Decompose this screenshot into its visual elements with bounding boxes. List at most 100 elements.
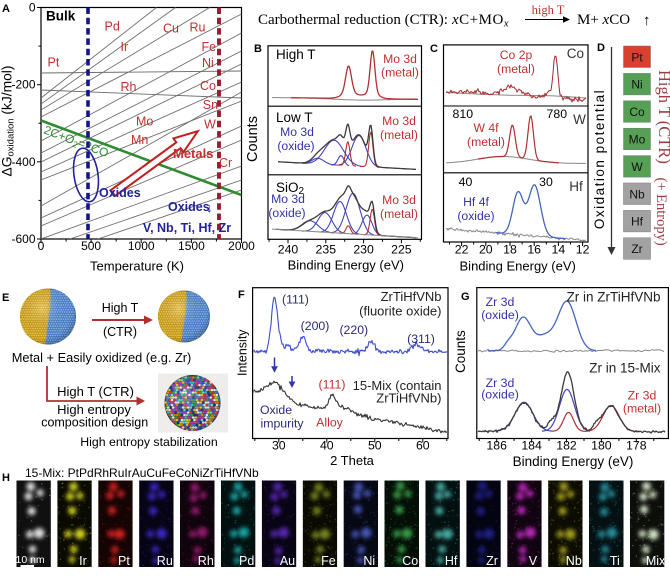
- svg-text:high T: high T: [532, 3, 565, 17]
- svg-text:182: 182: [556, 439, 577, 453]
- svg-text:Sn: Sn: [203, 98, 218, 112]
- svg-text:810: 810: [453, 107, 474, 121]
- svg-text:0: 0: [29, 1, 36, 15]
- svg-text:Mo: Mo: [136, 115, 153, 129]
- svg-text:SiO2: SiO2: [276, 180, 305, 197]
- svg-text:Pd: Pd: [239, 554, 254, 568]
- svg-text:C: C: [430, 43, 438, 55]
- svg-text:Zr 3d: Zr 3d: [628, 389, 657, 403]
- svg-text:↓: ↓: [206, 200, 213, 215]
- svg-text:Nb: Nb: [629, 187, 645, 201]
- svg-text:Binding Energy (eV): Binding Energy (eV): [460, 259, 576, 274]
- svg-text:14: 14: [552, 243, 566, 257]
- svg-text:(metal): (metal): [380, 128, 418, 142]
- svg-text:235: 235: [316, 242, 337, 256]
- svg-text:Mo 3d: Mo 3d: [383, 52, 417, 66]
- svg-text:Zr in 15-Mix: Zr in 15-Mix: [589, 361, 661, 376]
- svg-text:2 Theta: 2 Theta: [330, 453, 375, 468]
- svg-text:xC+MOx: xC+MOx: [451, 12, 509, 30]
- svg-text:Ti: Ti: [610, 554, 620, 568]
- svg-text:Co: Co: [567, 46, 584, 61]
- svg-text:V, Nb, Ti, Hf, Zr: V, Nb, Ti, Hf, Zr: [143, 221, 231, 235]
- svg-text:(metal): (metal): [623, 402, 661, 416]
- svg-text:50: 50: [368, 439, 382, 453]
- svg-text:Zr: Zr: [631, 242, 642, 256]
- svg-text:M+ xCO: M+ xCO: [577, 12, 630, 28]
- svg-text:225: 225: [391, 242, 412, 256]
- svg-text:Co: Co: [629, 105, 645, 119]
- svg-text:30: 30: [272, 439, 286, 453]
- svg-text:G: G: [461, 291, 470, 303]
- svg-text:Ni: Ni: [631, 78, 642, 92]
- svg-text:Oxide: Oxide: [260, 403, 292, 417]
- svg-text:240: 240: [278, 242, 299, 256]
- svg-text:Ir: Ir: [121, 40, 129, 54]
- svg-text:Temperature (K): Temperature (K): [90, 259, 184, 274]
- svg-text:W: W: [573, 112, 586, 127]
- svg-text:Ru: Ru: [190, 21, 206, 35]
- svg-text:500: 500: [81, 239, 101, 253]
- svg-text:Mo 3d: Mo 3d: [382, 114, 416, 128]
- svg-text:D: D: [597, 42, 605, 54]
- svg-text:B: B: [254, 43, 262, 55]
- svg-text:(metal): (metal): [380, 207, 418, 221]
- svg-text:-400: -400: [11, 155, 35, 169]
- svg-text:22: 22: [455, 243, 469, 257]
- svg-text:W: W: [204, 118, 216, 132]
- svg-text:(fluorite oxide): (fluorite oxide): [359, 304, 441, 319]
- svg-text:Hf: Hf: [631, 215, 644, 229]
- svg-text:(oxide): (oxide): [268, 206, 305, 220]
- svg-text:Ni: Ni: [363, 554, 375, 568]
- svg-text:Metals: Metals: [173, 146, 213, 161]
- svg-text:Metal + Easily oxidized (e.g.: Metal + Easily oxidized (e.g. Zr): [12, 350, 192, 365]
- svg-text:(111): (111): [282, 293, 309, 307]
- svg-text:Ir: Ir: [79, 554, 87, 568]
- svg-text:(311): (311): [407, 332, 435, 346]
- svg-text:High T: High T: [102, 301, 139, 315]
- svg-text:Zr 3d: Zr 3d: [486, 376, 515, 390]
- svg-text:Cr: Cr: [219, 156, 232, 170]
- svg-text:impurity: impurity: [260, 417, 304, 431]
- svg-text:Intensity: Intensity: [236, 329, 250, 376]
- svg-text:(oxide): (oxide): [277, 139, 314, 153]
- svg-text:V: V: [529, 554, 538, 568]
- svg-text:Hf: Hf: [445, 554, 458, 568]
- svg-text:High T (CTR): High T (CTR): [57, 384, 134, 399]
- svg-text:10 nm: 10 nm: [16, 554, 45, 566]
- svg-text:High T (CTR): High T (CTR): [655, 70, 670, 164]
- svg-text:Cu: Cu: [163, 22, 179, 36]
- svg-text:W 4f: W 4f: [473, 121, 499, 135]
- svg-text:Oxides: Oxides: [168, 200, 210, 214]
- svg-text:Binding Energy (eV): Binding Energy (eV): [513, 454, 634, 469]
- svg-text:180: 180: [591, 439, 612, 453]
- svg-text:Hf 4f: Hf 4f: [463, 195, 489, 209]
- svg-text:(oxide): (oxide): [457, 209, 494, 223]
- svg-text:↑: ↑: [643, 13, 651, 29]
- svg-text:Fe: Fe: [202, 40, 217, 54]
- svg-text:Mix: Mix: [646, 554, 666, 568]
- svg-text:Alloy: Alloy: [316, 416, 344, 430]
- svg-text:F: F: [238, 289, 245, 301]
- svg-text:Mn: Mn: [131, 133, 148, 147]
- svg-text:High T: High T: [276, 47, 316, 62]
- svg-text:Pt: Pt: [118, 554, 130, 568]
- svg-text:Zr in ZrTiHfVNb: Zr in ZrTiHfVNb: [567, 290, 661, 305]
- svg-text:Oxides: Oxides: [99, 186, 141, 200]
- svg-text:Low T: Low T: [276, 110, 313, 125]
- svg-text:184: 184: [521, 439, 542, 453]
- svg-text:(111): (111): [319, 378, 346, 392]
- svg-text:40: 40: [320, 439, 334, 453]
- svg-text:(220): (220): [339, 323, 368, 337]
- svg-text:Pt: Pt: [631, 50, 643, 64]
- svg-text:40: 40: [459, 175, 473, 189]
- svg-text:12: 12: [576, 243, 590, 257]
- svg-text:Ru: Ru: [157, 554, 173, 568]
- svg-text:Pt: Pt: [48, 56, 60, 70]
- svg-text:ZrTiHfVNb): ZrTiHfVNb): [376, 391, 441, 406]
- svg-text:1500: 1500: [178, 239, 205, 253]
- svg-text:Oxidation potential: Oxidation potential: [592, 89, 607, 229]
- svg-text:15-Mix (contain: 15-Mix (contain: [353, 378, 442, 393]
- svg-text:Mo 3d: Mo 3d: [280, 125, 314, 139]
- svg-text:Zr 3d: Zr 3d: [486, 295, 515, 309]
- svg-text:16: 16: [527, 243, 541, 257]
